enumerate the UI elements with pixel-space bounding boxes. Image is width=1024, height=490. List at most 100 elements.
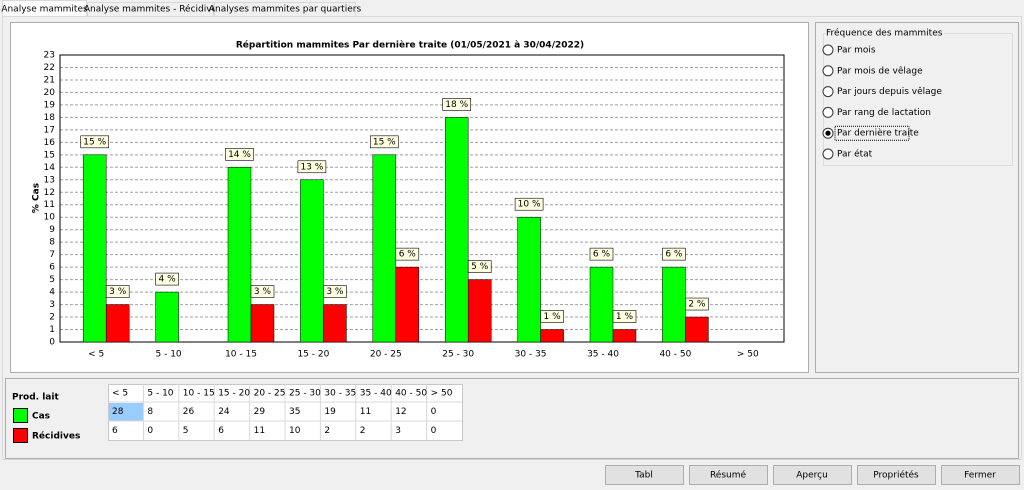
options-panel xyxy=(815,22,1019,373)
table-cell: 19 xyxy=(324,407,336,417)
table-header: 35 - 40 xyxy=(360,389,392,399)
bar xyxy=(662,266,686,343)
bar xyxy=(227,167,252,343)
table-cell: 0 xyxy=(147,426,153,436)
x-tick-label: 30 - 35 xyxy=(515,350,547,360)
table-header: 25 - 30 xyxy=(289,389,321,399)
tab-label[interactable]: Analyse mammites xyxy=(1,5,88,15)
data-label: 3 % xyxy=(254,287,272,297)
tab-label[interactable]: Analyses mammites par quartiers xyxy=(209,5,362,15)
data-label-box xyxy=(225,148,254,161)
table-header: 10 - 15 xyxy=(183,389,215,399)
y-tick-label: 7 xyxy=(49,250,55,260)
data-label: 3 % xyxy=(326,287,344,297)
data-label: 2 % xyxy=(688,300,706,310)
radio-button[interactable] xyxy=(822,148,834,160)
bar xyxy=(517,216,541,343)
x-tick-label: 25 - 30 xyxy=(442,350,474,360)
y-tick-label: 12 xyxy=(44,188,55,198)
table-cell: 12 xyxy=(395,407,406,417)
group-title: Fréquence des mammites xyxy=(826,28,943,39)
radio-button[interactable] xyxy=(822,106,834,118)
y-tick-label: 15 xyxy=(44,150,55,160)
button[interactable] xyxy=(857,465,936,485)
table-cell: 6 xyxy=(218,426,224,436)
tab[interactable] xyxy=(2,0,87,17)
y-tick-label: 2 xyxy=(49,313,55,323)
y-tick-label: 14 xyxy=(44,163,56,173)
bar xyxy=(589,266,614,343)
radio-label[interactable]: Par rang de lactation xyxy=(837,108,931,118)
y-tick-label: 1 xyxy=(49,325,55,335)
data-label-box xyxy=(685,297,709,311)
button[interactable] xyxy=(941,465,1020,485)
bar xyxy=(540,329,564,343)
radio-label[interactable]: Par dernière traite xyxy=(837,128,919,139)
table-cell: 3 xyxy=(395,426,401,436)
table-cell: 5 xyxy=(183,426,189,436)
radio-dot xyxy=(825,130,831,136)
button-label[interactable]: Propriétés xyxy=(873,470,919,481)
tab[interactable] xyxy=(214,2,356,17)
radio-label[interactable]: Par mois xyxy=(837,46,876,56)
plot-frame xyxy=(59,54,785,343)
table-cell: 2 xyxy=(324,426,330,436)
data-label-box xyxy=(297,160,327,174)
data-label-box xyxy=(80,135,109,149)
radio-label[interactable]: Par mois de vêlage xyxy=(837,65,923,76)
radio-button[interactable] xyxy=(822,86,834,98)
data-label-box xyxy=(612,310,637,323)
bar xyxy=(323,304,347,343)
radio-button[interactable] xyxy=(822,44,834,56)
button-label[interactable]: Fermer xyxy=(964,471,996,481)
y-tick-label: 10 xyxy=(44,213,56,223)
table-header: 40 - 50 xyxy=(395,389,427,399)
bar xyxy=(612,329,637,343)
legend-label: Cas xyxy=(32,412,50,422)
bar xyxy=(250,304,275,343)
data-label-box xyxy=(369,135,399,149)
radio-button[interactable] xyxy=(822,65,834,77)
table-cell: 6 xyxy=(112,426,118,436)
tab-label[interactable]: Analyse mammites - Récidive xyxy=(84,4,218,15)
table-title: Prod. lait xyxy=(12,393,59,403)
x-tick-label: 10 - 15 xyxy=(225,350,257,360)
button[interactable] xyxy=(773,465,852,485)
table-cell: 8 xyxy=(147,407,153,417)
data-label: 10 % xyxy=(518,200,541,210)
x-tick-label: > 50 xyxy=(737,350,759,360)
button[interactable] xyxy=(689,465,768,485)
radio-label[interactable]: Par état xyxy=(837,149,873,160)
bar xyxy=(444,117,469,343)
y-tick-label: 0 xyxy=(49,338,55,348)
data-label: 15 % xyxy=(373,137,396,147)
legend-label: Récidives xyxy=(32,431,80,442)
data-label: 6 % xyxy=(593,250,611,260)
x-tick-label: 15 - 20 xyxy=(297,350,329,360)
bar xyxy=(395,266,420,343)
button[interactable] xyxy=(605,465,684,485)
radio-label[interactable]: Par jours depuis vêlage xyxy=(837,86,942,97)
data-label: 18 % xyxy=(445,100,468,110)
data-label: 6 % xyxy=(399,250,417,260)
bar xyxy=(105,304,130,343)
table-cell: 11 xyxy=(254,426,265,436)
y-axis-label: % Cas xyxy=(32,183,42,213)
y-tick-label: 4 xyxy=(49,288,55,298)
data-label-box xyxy=(155,272,179,286)
selected-cell xyxy=(109,403,144,421)
x-tick-label: 40 - 50 xyxy=(659,350,691,360)
y-tick-label: 19 xyxy=(44,100,56,110)
table-header: 5 - 10 xyxy=(147,389,173,399)
button-label[interactable]: Tabl xyxy=(634,471,653,481)
button-label[interactable]: Aperçu xyxy=(796,471,828,481)
button-label[interactable]: Résumé xyxy=(710,470,747,481)
tab[interactable] xyxy=(87,2,214,17)
y-tick-label: 23 xyxy=(44,51,55,61)
data-label-box xyxy=(467,260,492,273)
table-header: > 50 xyxy=(431,389,453,399)
data-label: 13 % xyxy=(300,162,323,172)
x-tick-label: 20 - 25 xyxy=(370,350,402,360)
